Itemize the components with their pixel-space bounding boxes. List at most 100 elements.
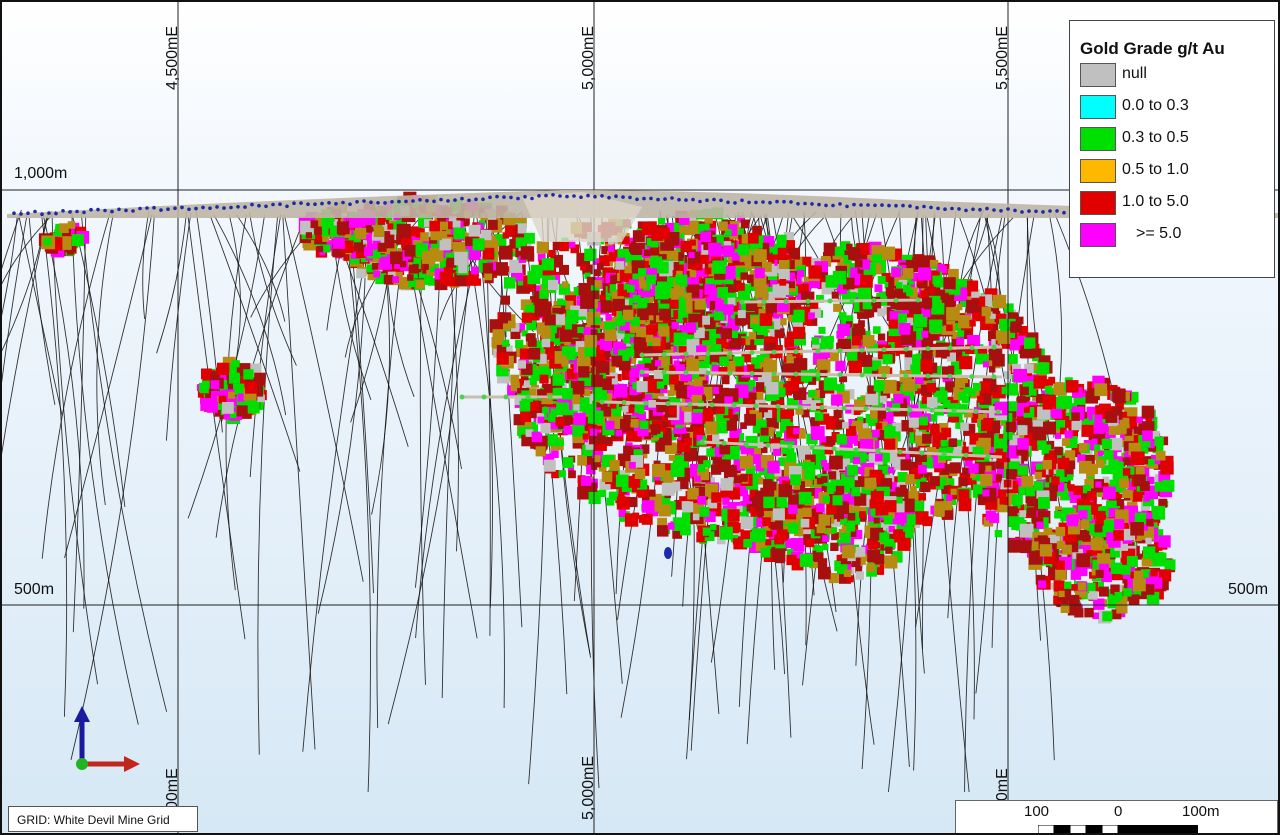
- grade-block: [810, 400, 821, 411]
- grade-block: [875, 422, 883, 430]
- grade-block: [716, 338, 726, 349]
- grade-block: [874, 284, 883, 293]
- grade-block: [673, 284, 680, 291]
- grade-block: [915, 450, 927, 462]
- grade-block: [1034, 471, 1042, 480]
- grade-block: [860, 354, 873, 367]
- grade-block: [1116, 461, 1124, 469]
- grade-block: [656, 381, 665, 389]
- grade-block: [541, 258, 554, 271]
- grade-block: [604, 321, 616, 333]
- grade-block: [632, 295, 641, 303]
- grade-block: [1108, 459, 1119, 470]
- grade-block: [536, 353, 547, 364]
- grade-block: [852, 420, 863, 432]
- grade-block: [762, 531, 773, 543]
- grade-block: [788, 247, 800, 260]
- grade-block: [1110, 562, 1123, 574]
- grade-block: [743, 539, 752, 548]
- grade-block: [580, 264, 587, 271]
- grade-block: [776, 431, 782, 438]
- grade-block: [590, 290, 600, 300]
- grade-block: [361, 255, 369, 263]
- grade-block: [582, 327, 591, 335]
- grade-block: [810, 307, 821, 319]
- grade-block: [787, 368, 795, 376]
- grade-block: [626, 431, 637, 442]
- grade-block: [1017, 425, 1028, 436]
- grade-block: [646, 378, 661, 393]
- grade-block: [1027, 422, 1036, 431]
- grade-block: [528, 302, 539, 313]
- grade-block: [793, 390, 800, 398]
- grade-block: [674, 380, 684, 391]
- grade-block: [601, 406, 612, 417]
- grade-block: [762, 242, 770, 250]
- grade-block: [205, 393, 212, 400]
- grade-block: [786, 279, 795, 289]
- drillhole-trace: [71, 215, 126, 508]
- grade-block: [1045, 474, 1054, 483]
- grade-block: [785, 459, 797, 471]
- grade-block: [1116, 602, 1128, 614]
- grade-block: [914, 375, 924, 384]
- grade-block: [779, 279, 787, 286]
- grade-block: [514, 395, 525, 405]
- grade-block: [692, 513, 700, 521]
- grade-block: [867, 310, 875, 318]
- grade-block: [1044, 385, 1053, 394]
- grade-block: [942, 400, 951, 408]
- grade-block: [601, 246, 610, 254]
- grade-block: [1076, 553, 1091, 568]
- grade-block: [547, 348, 559, 360]
- grade-block: [775, 387, 786, 398]
- grade-block: [605, 420, 615, 430]
- grade-block: [788, 314, 796, 322]
- grade-block: [897, 472, 908, 482]
- grade-block: [953, 439, 962, 449]
- grade-block: [786, 331, 799, 344]
- grade-block: [348, 217, 359, 228]
- grade-block: [601, 471, 613, 482]
- grade-block: [502, 339, 510, 347]
- grade-block: [501, 345, 513, 357]
- grade-block: [749, 270, 757, 277]
- grade-block: [995, 474, 1002, 481]
- grade-block: [879, 421, 888, 430]
- grade-block: [667, 390, 674, 397]
- grade-block: [640, 420, 649, 429]
- grade-block: [977, 347, 988, 357]
- grade-block: [1024, 363, 1034, 374]
- grade-block: [680, 240, 692, 253]
- grade-block: [724, 465, 737, 478]
- grade-block: [537, 416, 545, 424]
- grade-block: [853, 301, 865, 313]
- grade-block: [589, 432, 601, 445]
- grade-block: [1043, 444, 1052, 453]
- grade-block: [562, 457, 574, 468]
- grade-block: [694, 299, 706, 310]
- grade-block: [492, 329, 505, 341]
- grade-block: [314, 226, 322, 235]
- grade-block: [573, 404, 580, 411]
- grade-block: [1146, 591, 1160, 605]
- grade-block: [409, 263, 419, 274]
- grade-block: [616, 496, 630, 510]
- grade-block: [454, 251, 468, 266]
- grade-block: [1064, 581, 1072, 589]
- grade-block: [724, 279, 734, 289]
- grade-block: [1130, 522, 1144, 536]
- grade-block: [1134, 512, 1147, 525]
- grade-block: [626, 394, 633, 401]
- drillhole-trace: [2, 217, 18, 316]
- grade-block: [725, 342, 732, 350]
- grade-block: [739, 455, 754, 469]
- grade-block: [1053, 580, 1065, 592]
- drillhole-trace: [96, 215, 114, 506]
- grade-block: [689, 239, 696, 246]
- grade-block: [636, 364, 645, 372]
- grade-block: [585, 367, 596, 378]
- grade-block: [356, 268, 366, 279]
- grade-block: [520, 375, 529, 384]
